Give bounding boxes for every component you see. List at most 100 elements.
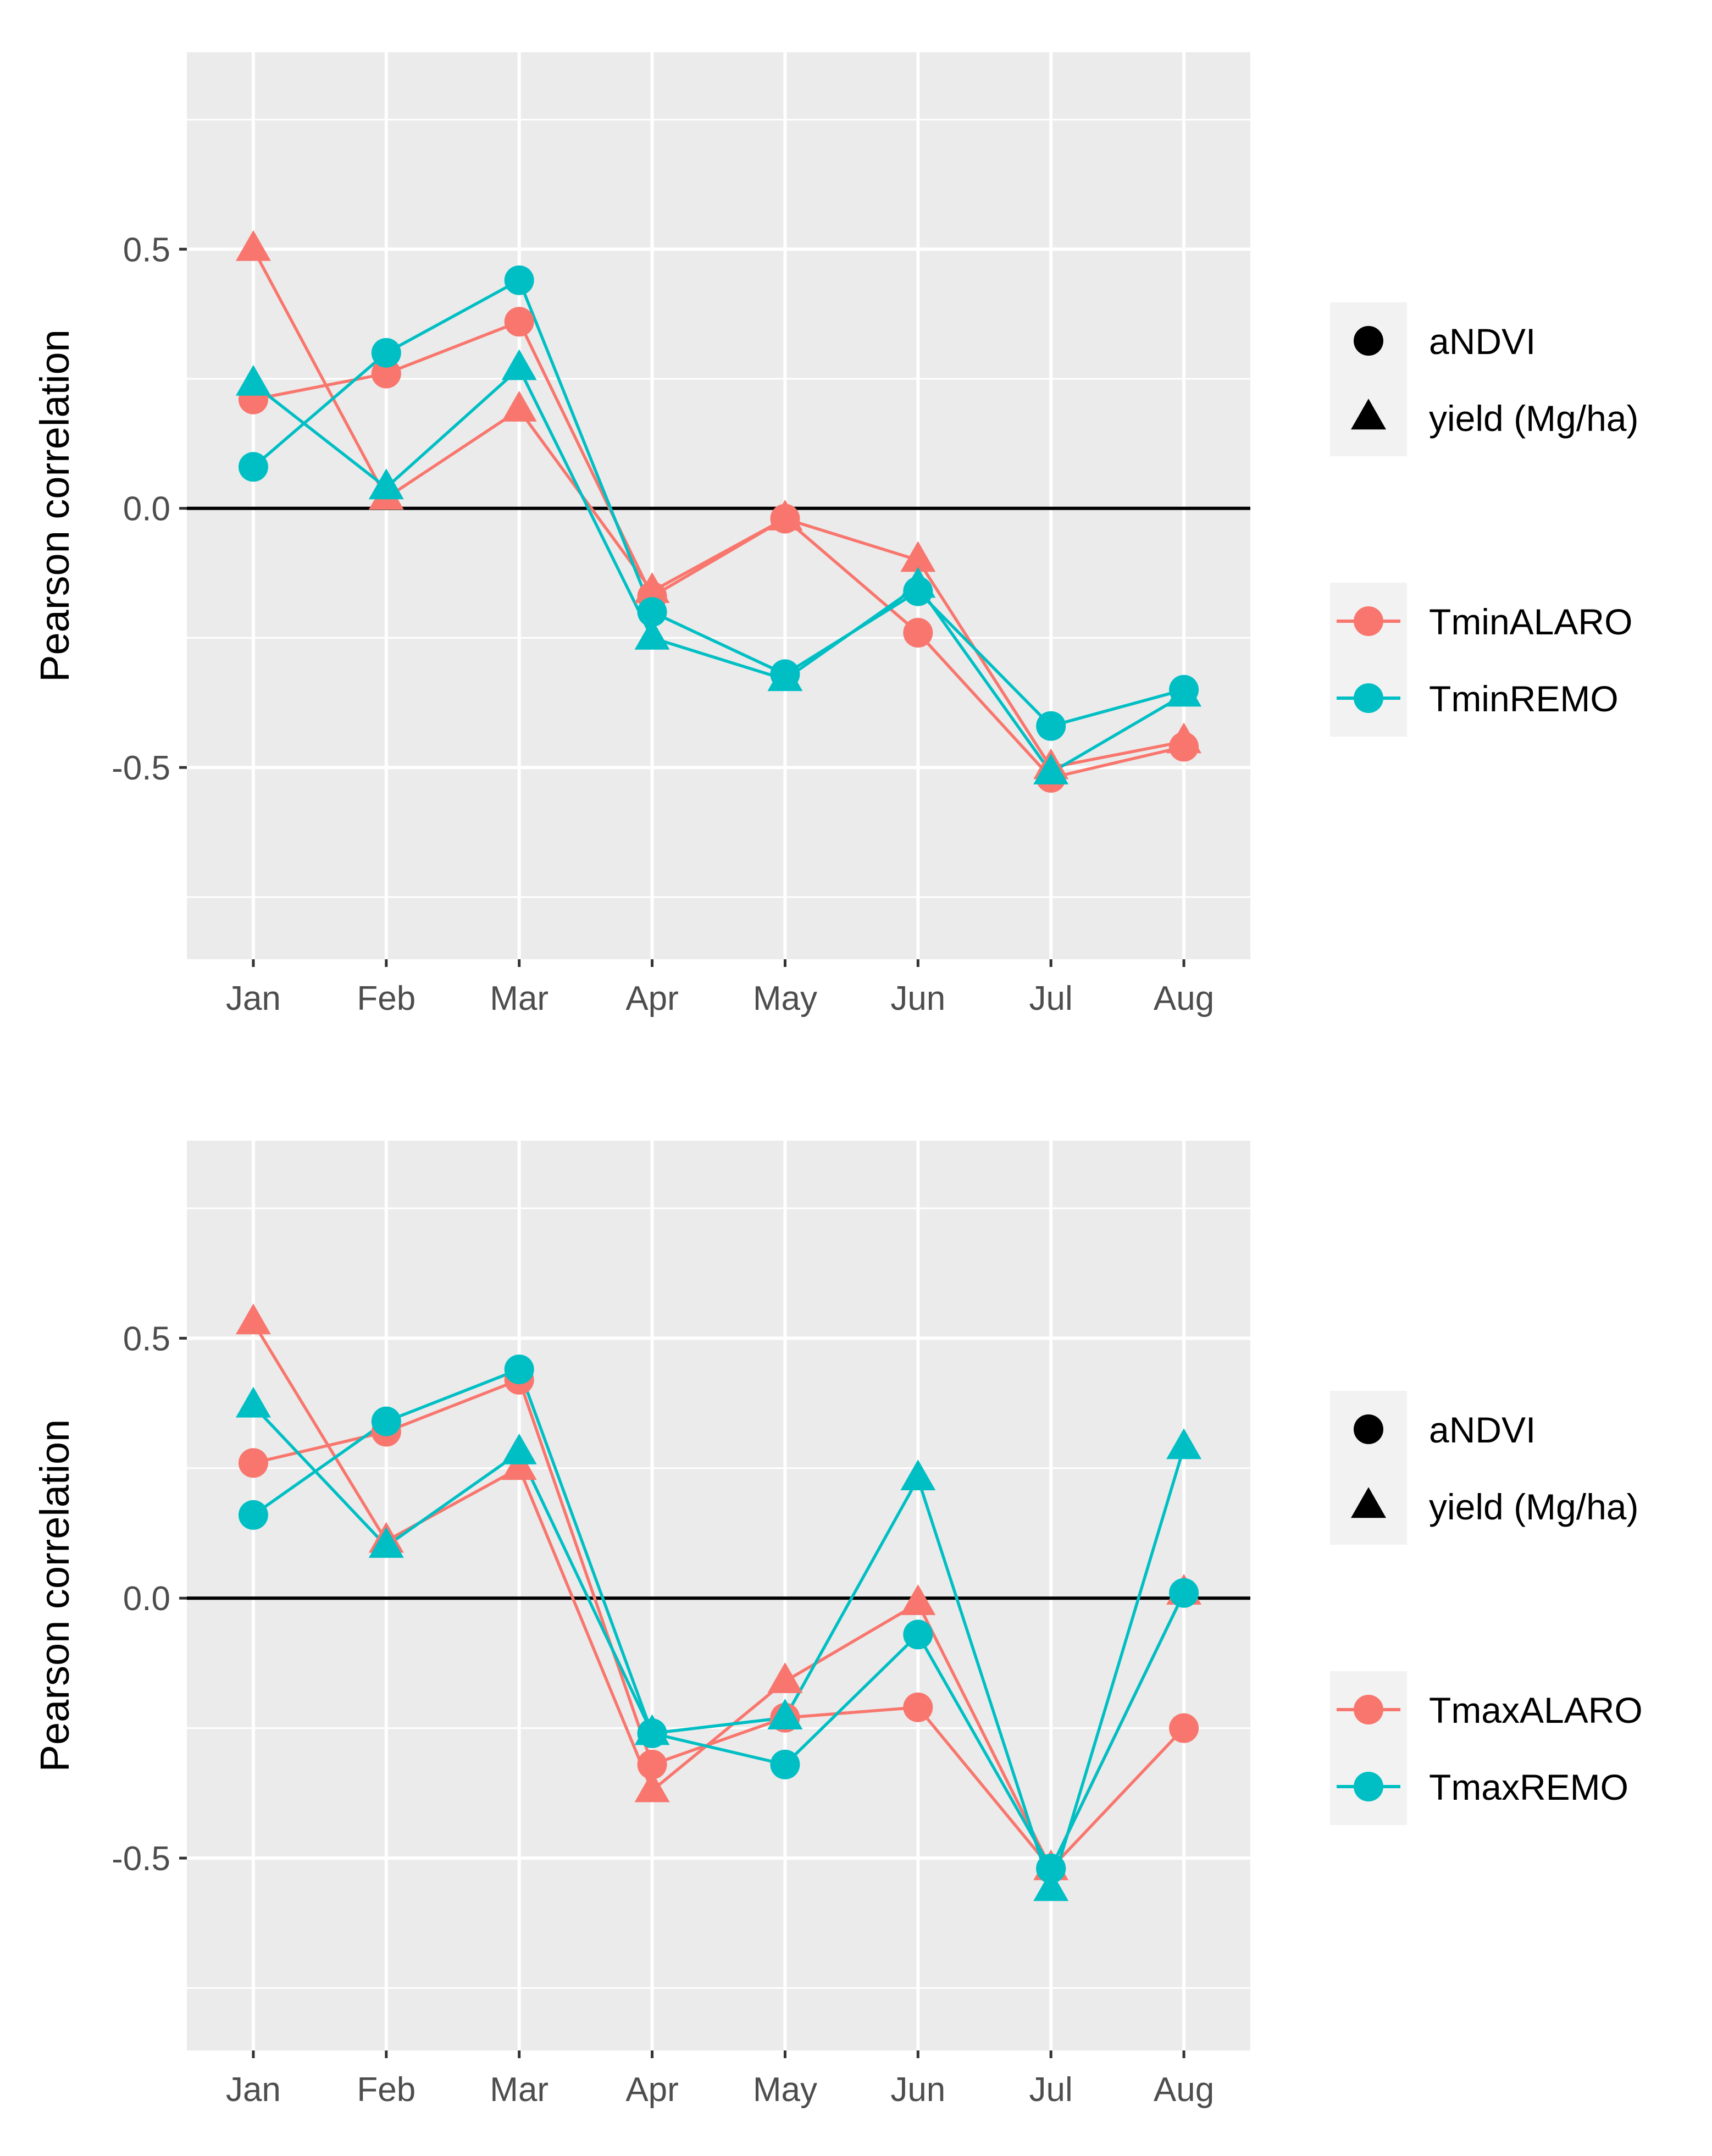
legend-color-label: TminREMO xyxy=(1429,678,1619,719)
data-point-triangle xyxy=(235,1386,271,1418)
data-point-circle xyxy=(903,618,933,648)
series-line-1 xyxy=(253,1378,1185,1870)
data-point-circle xyxy=(371,1406,401,1436)
legend-triangle-icon xyxy=(1351,1487,1386,1518)
data-point-triangle xyxy=(1166,1428,1202,1460)
data-point-circle xyxy=(238,452,268,482)
data-point-triangle xyxy=(767,499,803,530)
data-point-triangle xyxy=(368,468,404,500)
x-tick-label: Apr xyxy=(625,980,678,1018)
data-point-triangle xyxy=(1166,722,1202,754)
data-point-triangle xyxy=(634,572,670,603)
data-point-triangle xyxy=(634,618,670,650)
data-point-triangle xyxy=(900,541,936,572)
legend-circle-swatch xyxy=(1354,1772,1383,1801)
legend-shape-label: yield (Mg/ha) xyxy=(1429,1486,1638,1527)
x-tick-label: Jan xyxy=(226,2071,281,2109)
data-point-triangle xyxy=(767,1662,803,1693)
data-point-circle xyxy=(770,1749,800,1779)
series-line-2 xyxy=(252,248,1184,769)
data-point-circle xyxy=(1169,1713,1199,1743)
legend-shape-label: yield (Mg/ha) xyxy=(1429,398,1638,439)
x-tick-label: Mar xyxy=(490,980,548,1018)
data-point-triangle xyxy=(1033,753,1069,784)
x-tick-label: Jun xyxy=(890,2071,945,2109)
x-tick-label: Feb xyxy=(357,980,415,1018)
series-line-4 xyxy=(252,1405,1185,1891)
data-point-triangle xyxy=(501,349,537,380)
x-tick-label: Jun xyxy=(890,980,945,1018)
y-axis-title: Pearson correlation xyxy=(32,1419,77,1772)
data-point-circle xyxy=(371,358,401,389)
chart-panel-2: -0.5 0.0 0.5 Jan Feb Mar Apr May Jun Jul Aug Pearso… xyxy=(32,1141,1643,2109)
data-point-circle xyxy=(504,1355,534,1385)
plot-background xyxy=(187,1141,1250,2050)
y-axis-title: Pearson correlation xyxy=(32,329,77,682)
data-point-triangle xyxy=(634,1714,670,1745)
x-tick-label: Feb xyxy=(357,2071,415,2109)
data-point-triangle xyxy=(501,1449,537,1480)
data-point-circle xyxy=(637,1749,667,1779)
data-point-triangle xyxy=(501,1433,537,1464)
y-tick-label: -0.5 xyxy=(112,749,170,787)
legend: aNDVI yield (Mg/ha) TmaxALARO TmaxREMO xyxy=(1330,1391,1643,1825)
legend-circle-swatch xyxy=(1354,683,1383,713)
x-tick-label: Jul xyxy=(1029,2071,1073,2109)
x-tick-label: Aug xyxy=(1154,980,1214,1018)
legend-circle-swatch xyxy=(1354,606,1383,636)
series-line-3 xyxy=(252,279,1184,728)
data-point-circle xyxy=(1169,1578,1199,1608)
data-point-triangle xyxy=(900,1459,936,1490)
legend-shape-label: aNDVI xyxy=(1429,321,1536,362)
data-point-triangle xyxy=(900,1584,936,1615)
data-point-circle xyxy=(504,265,534,295)
data-point-circle xyxy=(504,307,534,337)
y-tick-label: 0.5 xyxy=(123,231,170,269)
data-point-circle xyxy=(903,1619,933,1650)
legend-circle-icon xyxy=(1354,1414,1383,1444)
legend-triangle-icon xyxy=(1351,399,1386,430)
y-tick-label: 0.5 xyxy=(123,1320,170,1358)
x-tick-label: Aug xyxy=(1154,2071,1214,2109)
data-point-triangle xyxy=(1166,676,1202,707)
y-tick-label: 0.0 xyxy=(123,1580,170,1618)
data-point-circle xyxy=(903,1692,933,1722)
series-line-3 xyxy=(252,1368,1185,1870)
x-tick-label: Mar xyxy=(490,2071,548,2109)
data-point-circle xyxy=(1036,711,1066,741)
data-point-triangle xyxy=(235,1303,271,1335)
y-tick-label: -0.5 xyxy=(112,1840,170,1878)
data-point-triangle xyxy=(634,1771,670,1803)
data-point-triangle xyxy=(235,230,271,261)
x-tick-label: Jul xyxy=(1029,980,1073,1018)
x-tick-label: Apr xyxy=(625,2071,678,2109)
legend-circle-icon xyxy=(1354,326,1383,356)
series-line-1 xyxy=(253,320,1184,780)
x-tick-label: May xyxy=(753,980,817,1018)
legend-color-label: TminALARO xyxy=(1429,601,1632,642)
data-point-triangle xyxy=(767,660,803,692)
data-point-circle xyxy=(238,1500,268,1530)
data-point-circle xyxy=(238,1448,268,1478)
data-point-triangle xyxy=(900,567,936,598)
legend-shape-label: aNDVI xyxy=(1429,1409,1536,1450)
plot-background xyxy=(187,52,1250,959)
legend: aNDVI yield (Mg/ha) TminALARO TminREMO xyxy=(1330,302,1638,737)
data-point-triangle xyxy=(235,364,271,396)
data-point-circle xyxy=(371,338,401,368)
data-point-triangle xyxy=(368,1527,404,1558)
data-point-circle xyxy=(1036,1854,1066,1883)
data-point-triangle xyxy=(1033,1870,1069,1901)
data-point-triangle xyxy=(767,1699,803,1730)
x-tick-label: Jan xyxy=(226,980,281,1018)
legend-color-label: TmaxALARO xyxy=(1429,1690,1643,1731)
data-point-circle xyxy=(637,597,667,627)
data-point-triangle xyxy=(501,390,537,422)
legend-color-label: TmaxREMO xyxy=(1429,1767,1628,1807)
chart-panel-1: -0.5 0.0 0.5 Jan Feb Mar Apr May Jun Jul Aug Pearso… xyxy=(32,52,1638,1018)
x-tick-label: May xyxy=(753,2071,817,2109)
series-line-4 xyxy=(252,367,1185,775)
y-tick-label: 0.0 xyxy=(123,490,170,528)
legend-circle-swatch xyxy=(1354,1695,1383,1724)
